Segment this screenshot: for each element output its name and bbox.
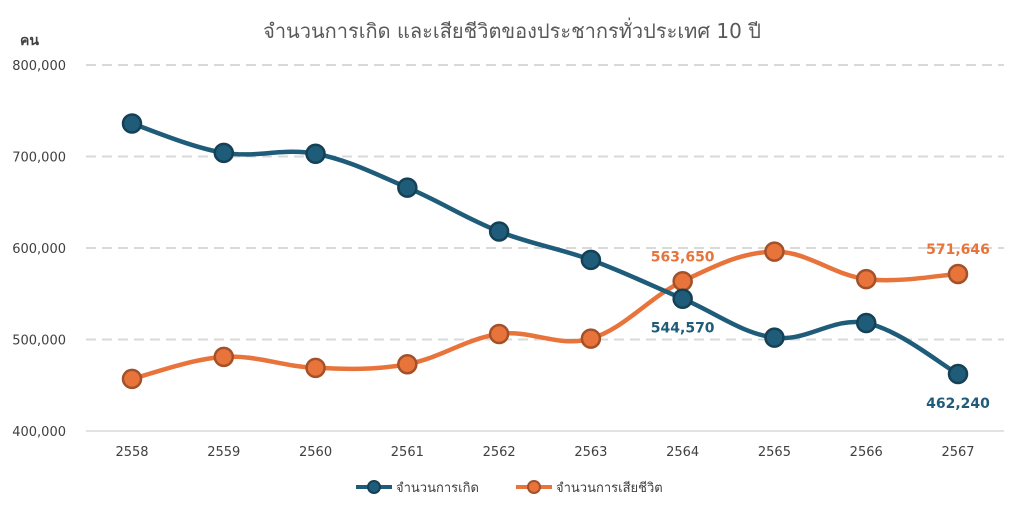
x-tick-label: 2567 (941, 445, 974, 460)
data-point (305, 357, 326, 379)
y-axis-ticks: 400,000 500,000 600,000 700,000 800,000 (12, 59, 66, 440)
data-label: 563,650 (651, 249, 715, 265)
data-point (947, 263, 969, 285)
legend-label: จำนวนการเสียชีวิต (556, 480, 663, 496)
data-point (121, 113, 143, 134)
series-line (129, 249, 961, 382)
y-tick-label: 800,000 (12, 59, 66, 74)
legend-marker (527, 480, 541, 494)
data-point (764, 327, 785, 348)
x-tick-label: 2564 (666, 445, 699, 460)
x-tick-label: 2566 (850, 445, 883, 460)
data-point (580, 328, 602, 349)
legend-item: จำนวนการเกิด (356, 480, 479, 496)
data-labels: 563,650 571,646 544,570 462,240 (651, 242, 990, 412)
legend-item: จำนวนการเสียชีวิต (516, 480, 663, 496)
data-point (305, 143, 326, 165)
x-tick-label: 2563 (574, 445, 607, 460)
legend-marker (367, 480, 381, 494)
data-point (764, 241, 785, 262)
x-tick-label: 2561 (391, 445, 424, 460)
data-point (213, 346, 235, 368)
data-point (397, 353, 418, 375)
x-tick-label: 2558 (115, 445, 148, 460)
data-point (397, 177, 418, 198)
data-point (947, 363, 969, 385)
x-tick-label: 2565 (758, 445, 791, 460)
y-axis-unit-label: คน (20, 33, 39, 49)
data-point (488, 221, 510, 242)
data-point (488, 323, 510, 345)
data-point (672, 271, 693, 292)
data-point (855, 312, 877, 334)
legend: จำนวนการเกิด จำนวนการเสียชีวิต (356, 480, 663, 496)
series-births (121, 113, 969, 385)
data-point (672, 288, 693, 309)
series-deaths (121, 241, 969, 390)
series-line (129, 121, 961, 377)
x-tick-label: 2562 (483, 445, 516, 460)
chart-title: จำนวนการเกิด และเสียชีวิตของประชากรทั่วป… (263, 17, 761, 43)
gridlines (86, 64, 1004, 432)
data-label: 544,570 (651, 321, 715, 337)
data-point (580, 249, 602, 271)
legend-label: จำนวนการเกิด (396, 481, 479, 496)
y-tick-label: 500,000 (12, 334, 66, 349)
x-tick-label: 2559 (207, 445, 240, 460)
x-axis-ticks: 2558 2559 2560 2561 2562 2563 2564 2565 2566 2567 (115, 445, 974, 460)
data-point (855, 268, 877, 290)
data-point (121, 368, 143, 390)
series-lines (121, 113, 969, 390)
y-tick-label: 700,000 (12, 151, 66, 166)
data-point (213, 142, 235, 164)
x-tick-label: 2560 (299, 445, 332, 460)
data-label: 571,646 (926, 242, 990, 258)
y-tick-label: 600,000 (12, 242, 66, 257)
y-tick-label: 400,000 (12, 425, 66, 440)
data-label: 462,240 (926, 396, 990, 412)
